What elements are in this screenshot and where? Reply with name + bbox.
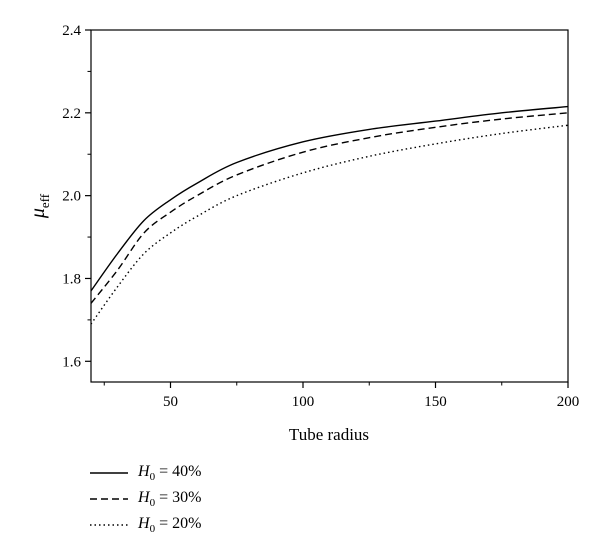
y-tick-label: 1.6 — [62, 354, 81, 370]
y-tick-label: 1.8 — [62, 271, 81, 287]
series-line-0 — [90, 105, 569, 292]
legend-swatch-solid — [90, 472, 128, 474]
x-axis-label: Tube radius — [289, 425, 369, 444]
x-tick-label: 50 — [163, 394, 178, 410]
series-layer — [90, 105, 569, 325]
legend-rest: = 40% — [155, 462, 202, 480]
legend-var: H — [138, 462, 150, 480]
x-tick-label: 100 — [292, 394, 315, 410]
x-tick-label: 200 — [557, 394, 580, 410]
legend-swatch-dashed — [90, 498, 128, 500]
series-line-1 — [90, 112, 569, 304]
y-axis-label: μeff — [27, 193, 52, 219]
legend-sub: 0 — [149, 497, 156, 510]
legend-rest: = 20% — [155, 514, 202, 532]
legend-label: H0 = 20% — [138, 515, 201, 535]
y-tick-label: 2.4 — [62, 23, 81, 39]
legend-var: H — [138, 514, 150, 532]
y-tick-label: 2.0 — [62, 189, 81, 205]
legend-label: H0 = 40% — [138, 463, 201, 483]
chart: 50 100 150 200 1.6 1.8 2.0 2.2 2.4 Tube radius μ… — [27, 23, 579, 444]
legend-var: H — [138, 488, 150, 506]
y-axis-label-symbol: μ — [27, 208, 49, 219]
x-tick-label: 150 — [424, 394, 447, 410]
plot-frame — [90, 29, 569, 383]
legend-sub: 0 — [149, 523, 156, 536]
legend-swatch-dotted — [90, 524, 128, 526]
y-axis-label-subscript: eff — [37, 193, 52, 208]
axis-ticks: 50 100 150 200 1.6 1.8 2.0 2.2 2.4 — [62, 23, 579, 410]
legend-rest: = 30% — [155, 488, 202, 506]
legend-item-20: H0 = 20% — [90, 512, 201, 538]
legend: H0 = 40% H0 = 30% H0 = 20% — [90, 460, 201, 538]
legend-sub: 0 — [149, 471, 156, 484]
y-tick-label: 2.2 — [62, 106, 81, 122]
series-line-2 — [90, 124, 569, 325]
legend-label: H0 = 30% — [138, 489, 201, 509]
legend-item-30: H0 = 30% — [90, 486, 201, 512]
legend-item-40: H0 = 40% — [90, 460, 201, 486]
